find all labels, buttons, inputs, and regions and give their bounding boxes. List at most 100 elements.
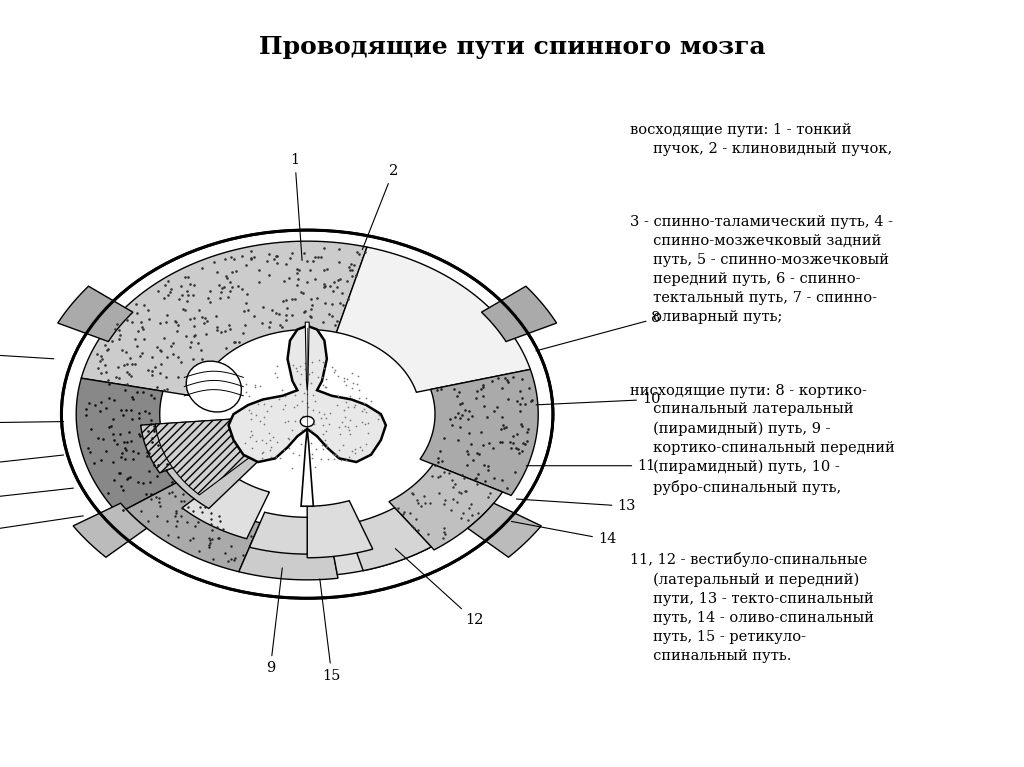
Point <box>189 337 206 350</box>
Point <box>430 453 446 465</box>
Point <box>394 508 411 520</box>
Text: 7: 7 <box>0 516 83 541</box>
Point <box>165 337 181 350</box>
Point <box>510 443 526 455</box>
Point <box>430 487 446 499</box>
Point <box>313 412 330 424</box>
Point <box>341 261 357 273</box>
Point <box>226 551 243 564</box>
Point <box>315 419 332 431</box>
Point <box>100 393 117 405</box>
Point <box>473 426 489 438</box>
Point <box>267 451 284 463</box>
Point <box>444 419 461 431</box>
Point <box>486 472 503 484</box>
Point <box>230 280 247 292</box>
Point <box>195 262 211 274</box>
Point <box>146 420 163 432</box>
Text: 3 - спинно-таламический путь, 4 -
     спинно-мозжечковый задний
     путь, 5 - : 3 - спинно-таламический путь, 4 - спинно… <box>630 215 893 324</box>
Point <box>356 403 373 415</box>
Point <box>150 509 166 522</box>
Point <box>295 410 311 422</box>
Point <box>243 253 259 265</box>
Point <box>160 275 176 287</box>
Point <box>150 459 166 472</box>
Point <box>507 466 523 479</box>
Point <box>296 387 312 400</box>
Point <box>161 529 177 542</box>
Point <box>278 294 294 306</box>
Point <box>357 245 374 258</box>
Point <box>331 256 347 268</box>
Point <box>494 473 510 486</box>
Point <box>352 441 369 453</box>
Point <box>209 321 225 334</box>
Point <box>156 332 172 344</box>
Point <box>292 367 308 380</box>
Point <box>122 352 138 364</box>
Point <box>170 351 186 363</box>
Point <box>299 388 315 400</box>
Point <box>317 380 334 393</box>
Point <box>250 398 266 410</box>
Point <box>239 258 255 271</box>
Point <box>194 311 210 323</box>
Point <box>174 488 190 500</box>
Point <box>358 406 375 418</box>
Text: нисходящие пути: 8 - кортико-
     спинальный латеральный
     (пирамидный) путь: нисходящие пути: 8 - кортико- спинальный… <box>630 384 895 495</box>
Point <box>182 380 199 393</box>
Point <box>168 316 184 328</box>
Point <box>325 310 341 322</box>
Point <box>304 366 321 378</box>
Point <box>212 515 228 527</box>
Point <box>517 438 534 450</box>
Polygon shape <box>420 370 539 495</box>
Point <box>480 436 497 449</box>
Point <box>261 248 278 260</box>
Point <box>264 304 281 317</box>
Point <box>252 380 268 392</box>
Point <box>309 371 326 384</box>
Point <box>279 258 295 271</box>
Point <box>144 351 161 363</box>
Point <box>347 398 364 410</box>
Point <box>141 447 158 459</box>
Point <box>347 420 364 432</box>
Point <box>480 460 497 472</box>
Point <box>116 436 132 448</box>
Point <box>201 538 217 551</box>
Point <box>321 418 337 430</box>
Text: 11, 12 - вестибуло-спинальные
     (латеральный и передний)
     пути, 13 - тект: 11, 12 - вестибуло-спинальные (латеральн… <box>630 552 873 663</box>
Point <box>80 442 96 454</box>
Point <box>514 374 530 386</box>
Point <box>327 364 343 376</box>
Point <box>512 405 528 417</box>
Point <box>454 410 470 422</box>
Point <box>303 424 319 436</box>
Text: Проводящие пути спинного мозга: Проводящие пути спинного мозга <box>259 35 765 58</box>
Point <box>427 459 443 471</box>
Point <box>182 341 199 354</box>
Point <box>146 360 163 373</box>
Point <box>150 439 166 451</box>
Point <box>344 367 360 379</box>
Point <box>485 443 502 455</box>
Point <box>305 418 322 430</box>
Polygon shape <box>301 429 313 506</box>
Point <box>103 335 120 347</box>
Point <box>118 404 134 416</box>
Point <box>195 353 211 365</box>
Point <box>137 405 154 417</box>
Point <box>347 443 364 456</box>
Point <box>307 272 324 285</box>
Point <box>445 492 462 505</box>
Point <box>139 425 156 437</box>
Point <box>302 264 318 276</box>
Point <box>305 404 322 416</box>
Point <box>88 348 104 360</box>
Point <box>173 356 189 368</box>
Point <box>357 438 374 450</box>
Point <box>434 455 451 467</box>
Point <box>350 392 367 404</box>
Point <box>251 276 267 288</box>
